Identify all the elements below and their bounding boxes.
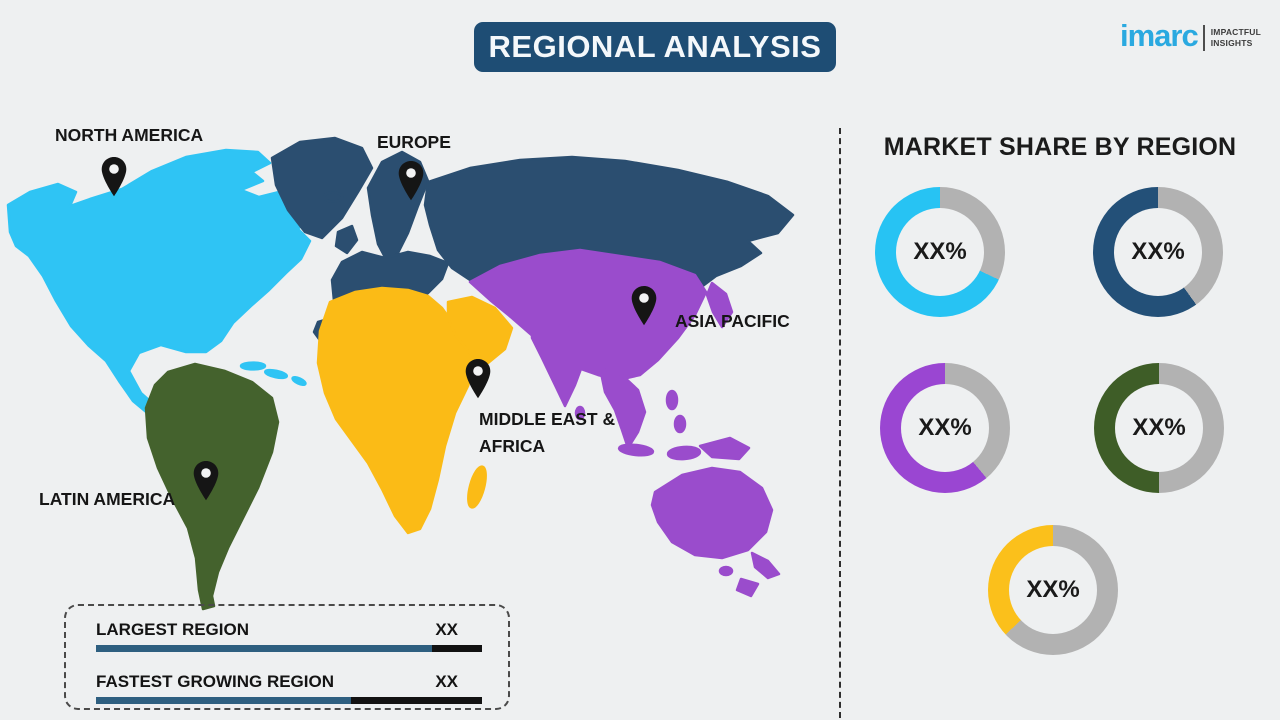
- pin-north-america-icon: [101, 157, 127, 197]
- legend-value: XX: [435, 672, 458, 691]
- donut-north-america: XX%: [875, 187, 1005, 317]
- donut-value: XX%: [918, 414, 972, 441]
- donut-value: XX%: [913, 238, 967, 265]
- label-north-america: NORTH AMERICA: [55, 125, 204, 145]
- market-share-heading: MARKET SHARE BY REGION: [883, 133, 1237, 161]
- pin-latin-america-icon: [193, 461, 219, 501]
- logo-divider: [1202, 24, 1205, 51]
- legend-label: FASTEST GROWING REGION: [96, 672, 335, 691]
- legend-value: XX: [435, 620, 458, 639]
- page-title: REGIONAL ANALYSIS: [474, 22, 836, 72]
- donut-europe: XX%: [1093, 187, 1223, 317]
- donut-latin-america: XX%: [1094, 363, 1224, 493]
- donut-asia-pacific: XX%: [880, 363, 1010, 493]
- donut-value: XX%: [1026, 576, 1080, 603]
- panel-divider: [839, 128, 841, 718]
- legend-label: LARGEST REGION: [96, 620, 250, 639]
- donut-value: XX%: [1131, 238, 1185, 265]
- legend-row-fastest-growing: FASTEST GROWING REGION XX: [96, 672, 482, 718]
- legend-box: LARGEST REGION XX FASTEST GROWING REGION…: [64, 604, 510, 710]
- legend-row-largest: LARGEST REGION XX: [96, 620, 482, 666]
- logo-tagline-line2: INSIGHTS: [1210, 37, 1253, 48]
- label-europe: EUROPE: [377, 132, 451, 152]
- logo-tagline-line1: IMPACTFUL: [1210, 27, 1262, 38]
- legend-bar: [96, 697, 482, 704]
- map-region-middle-east-africa: [316, 286, 514, 535]
- label-middle-east-line2: AFRICA: [479, 436, 546, 456]
- donut-middle-east-africa: XX%: [988, 525, 1118, 655]
- imarc-logo-wordmark: imarc: [1120, 18, 1199, 53]
- map-region-asia-pacific: [468, 248, 781, 598]
- logo-tagline: IMPACTFUL INSIGHTS: [1211, 27, 1261, 47]
- pin-asia-pacific-icon: [631, 286, 657, 326]
- label-middle-east-line1: MIDDLE EAST &: [479, 409, 616, 429]
- legend-bar: [96, 645, 482, 652]
- map-region-north-america: [6, 148, 312, 455]
- label-asia-pacific: ASIA PACIFIC: [675, 311, 790, 331]
- donut-value: XX%: [1132, 414, 1186, 441]
- label-middle-east-africa: MIDDLE EAST & AFRICA: [479, 406, 615, 460]
- label-latin-america: LATIN AMERICA: [39, 489, 176, 509]
- imarc-logo: imarc IMPACTFUL INSIGHTS: [1120, 18, 1261, 53]
- pin-middle-east-africa-icon: [465, 359, 491, 399]
- pin-europe-icon: [398, 161, 424, 201]
